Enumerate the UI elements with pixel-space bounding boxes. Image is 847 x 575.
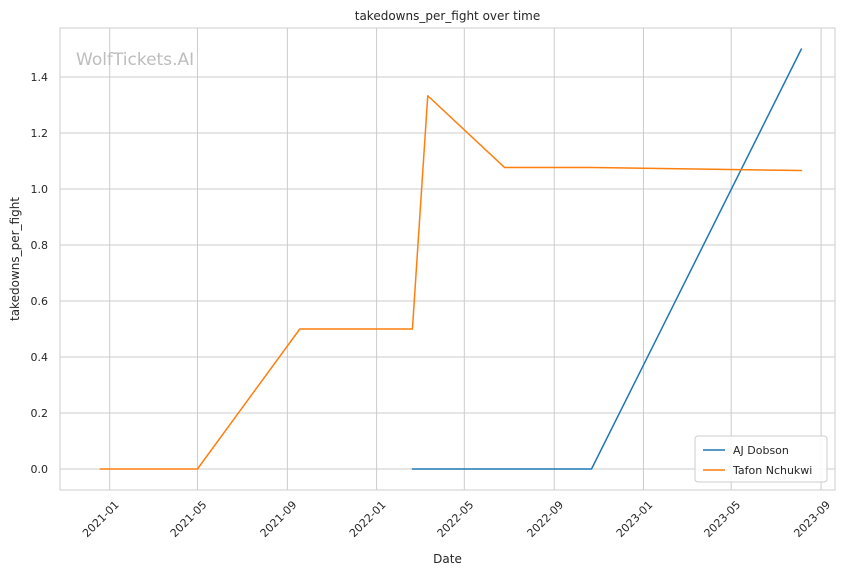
y-tick-label: 0.4	[31, 351, 49, 364]
y-tick-label: 0.8	[31, 239, 49, 252]
series-lines	[99, 48, 803, 470]
y-axis-title: takedowns_per_fight	[8, 197, 22, 321]
watermark: WolfTickets.AI	[76, 50, 194, 70]
y-tick-label: 0.0	[31, 463, 49, 476]
x-axis-title: Date	[433, 552, 462, 566]
chart-title: takedowns_per_fight over time	[355, 9, 541, 23]
legend: AJ Dobson Tafon Nchukwi	[694, 435, 828, 483]
y-tick-label: 1.0	[31, 183, 49, 196]
legend-label: Tafon Nchukwi	[732, 464, 812, 477]
y-tick-label: 0.2	[31, 407, 49, 420]
series-line-tafon-nchukwi	[99, 95, 803, 470]
y-tick-label: 0.6	[31, 295, 49, 308]
plot-frame	[59, 27, 836, 491]
y-axis: 0.0 0.2 0.4 0.6 0.8 1.0 1.2 1.4	[31, 71, 49, 476]
plot-background	[60, 28, 835, 490]
legend-box	[694, 435, 828, 483]
legend-label: AJ Dobson	[733, 444, 789, 457]
y-tick-label: 1.4	[31, 71, 49, 84]
series-line-aj-dobson	[411, 48, 803, 470]
plot-area	[59, 27, 836, 491]
y-tick-label: 1.2	[31, 127, 49, 140]
